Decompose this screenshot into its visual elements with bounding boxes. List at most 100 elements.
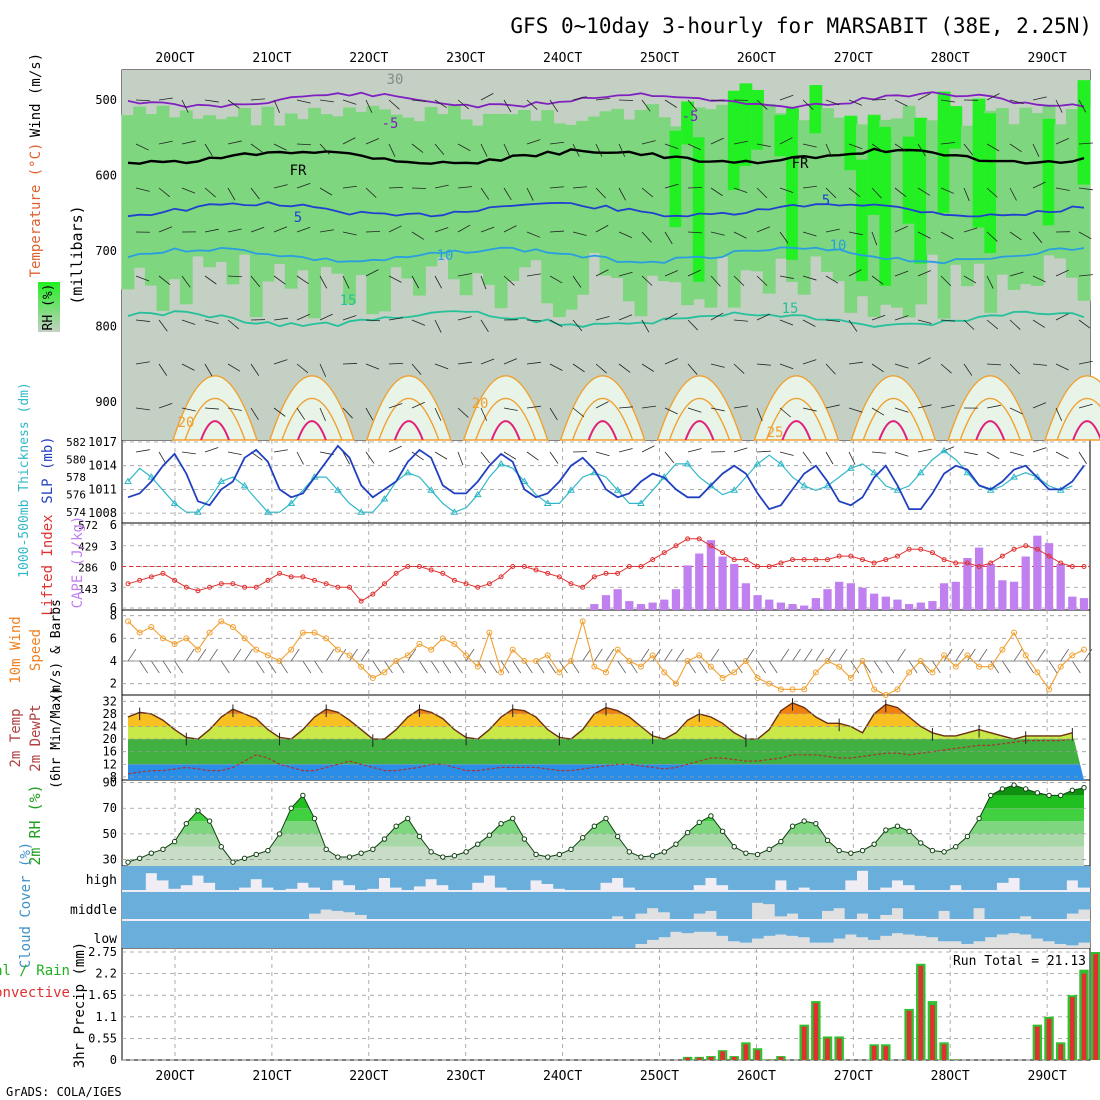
- cloud-cell: [238, 921, 251, 948]
- wind-barb: [342, 185, 357, 189]
- wind-speed-marker: [323, 635, 330, 642]
- wind-barb: [434, 407, 442, 421]
- cloud-cell: [984, 921, 997, 938]
- cloud-cell: [891, 866, 904, 881]
- wind-barb: [940, 404, 955, 409]
- isotherm-20: [184, 397, 246, 441]
- rh-marker: [754, 851, 761, 858]
- surface-wind-barb: [582, 648, 591, 662]
- cape-bar: [590, 604, 599, 610]
- wind-barb: [641, 187, 654, 198]
- cloud-cell: [296, 866, 310, 883]
- cloud-cell: [716, 921, 729, 936]
- rh-marker: [614, 833, 621, 840]
- cape-bar: [660, 599, 669, 610]
- rh-marker: [300, 792, 306, 799]
- wind-barb: [273, 317, 288, 321]
- cloud-cell: [844, 921, 857, 935]
- surface-wind-barb: [605, 648, 615, 662]
- cloud-cell: [308, 892, 321, 914]
- wind-barb: [434, 99, 447, 109]
- wind-barb: [710, 363, 725, 368]
- surface-wind-barb: [407, 648, 417, 662]
- cloud-cell: [949, 921, 962, 942]
- rh-band-cell: [203, 115, 217, 268]
- wind-barb: [618, 187, 626, 201]
- wind-barb: [963, 227, 978, 233]
- cloud-cell: [926, 921, 939, 938]
- thickness-tick: 582: [66, 436, 86, 449]
- thickness-marker: [473, 490, 482, 498]
- wind-barb: [503, 275, 515, 286]
- wind-speed-marker: [1046, 686, 1053, 693]
- thickness-marker: [1010, 473, 1018, 480]
- wind-barb: [457, 407, 469, 418]
- isotherm-line: [127, 91, 1085, 109]
- cloud-cell: [681, 921, 694, 934]
- wind-speed-marker: [649, 652, 656, 659]
- wind-barb: [572, 319, 583, 332]
- cloud-cell: [518, 866, 531, 890]
- cloud-cell: [541, 866, 554, 884]
- wind-barb: [135, 99, 151, 102]
- day-label-bottom: 20OCT: [155, 1069, 194, 1084]
- wind-barb: [181, 187, 196, 194]
- wind-barb: [1009, 319, 1021, 330]
- wind-barb: [572, 96, 587, 101]
- wind-barb: [365, 187, 377, 198]
- isotherm-label: 10: [830, 238, 847, 254]
- cloud-cell: [763, 921, 776, 936]
- lifted-index-marker: [440, 570, 446, 576]
- surface-wind-barb: [838, 648, 848, 662]
- rh-peak-cell: [786, 108, 799, 260]
- wind-speed-marker: [1022, 652, 1029, 659]
- rh-band-cell: [156, 105, 170, 311]
- wind-axis-label-line2: Speed: [28, 629, 44, 671]
- cloud-cell: [285, 892, 298, 919]
- cape-bar: [951, 581, 960, 610]
- cloud-cell: [215, 892, 228, 919]
- lifted-index-marker: [801, 557, 807, 563]
- isotherm-20: [959, 397, 1021, 441]
- lifted-index-marker: [312, 577, 318, 583]
- wind-speed-marker: [999, 646, 1006, 653]
- rh-marker: [416, 833, 423, 840]
- cape-bar: [648, 602, 657, 610]
- isotherm-line: [127, 201, 1085, 218]
- temp-tick: 32: [103, 694, 117, 708]
- surface-wind-barb: [873, 660, 883, 674]
- cloud-cell: [424, 866, 438, 880]
- lifted-index-marker: [545, 570, 551, 576]
- rh-marker: [824, 837, 831, 844]
- wind-barb: [411, 401, 425, 409]
- cloud-cell: [320, 921, 333, 948]
- rh-band-cell: [308, 107, 321, 319]
- wind-barb: [158, 363, 168, 376]
- wind-speed-marker: [836, 663, 843, 670]
- wind-barb: [365, 319, 381, 322]
- lifted-index-axis-label: Lifted Index: [40, 514, 56, 615]
- cloud-cell: [576, 892, 589, 919]
- wind-barb: [1055, 187, 1070, 191]
- wind-barb: [549, 451, 559, 464]
- wind-speed-marker: [183, 635, 190, 642]
- wind-speed-marker: [498, 669, 505, 676]
- wind-barb: [572, 275, 582, 288]
- wind-barb: [733, 231, 747, 239]
- day-label-top: 25OCT: [640, 51, 679, 66]
- rh-band-cell: [622, 119, 636, 302]
- wind-barb: [158, 275, 171, 286]
- bl-dome: [559, 375, 646, 441]
- wind-barb: [664, 312, 678, 321]
- surface-wind-barb: [547, 660, 556, 674]
- lifted-index-marker: [347, 584, 353, 590]
- wind-barb: [710, 312, 724, 321]
- cloud-cell: [296, 892, 310, 919]
- rh-tick: 30: [103, 853, 117, 867]
- cloud-cell: [902, 892, 916, 919]
- wind-barb: [526, 451, 539, 461]
- precip-tick: 2.75: [88, 945, 117, 959]
- cloud-cell: [576, 866, 589, 890]
- wind-barb: [825, 275, 839, 284]
- wind-barb: [1009, 99, 1024, 105]
